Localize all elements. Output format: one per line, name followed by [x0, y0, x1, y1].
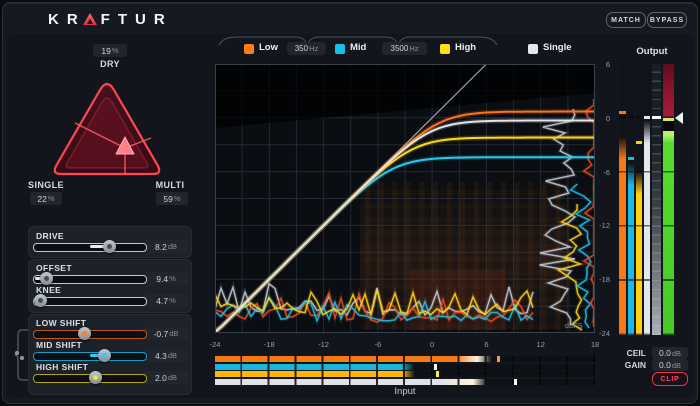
low-shift-label: LOW SHIFT: [36, 318, 87, 328]
bypass-button[interactable]: BYPASS: [647, 12, 687, 28]
input-meter-single: [215, 379, 595, 385]
high-band-swatch-icon[interactable]: [440, 44, 450, 54]
offset-slider-thumb[interactable]: [40, 272, 54, 285]
low-crossover-chip[interactable]: 350 Hz: [287, 42, 326, 55]
mid-shift-value: 4.3 dB: [144, 349, 188, 362]
offset-slider[interactable]: [33, 272, 147, 285]
legend-low[interactable]: Low: [259, 42, 278, 53]
mid-band-swatch-icon[interactable]: [335, 44, 345, 54]
legend-single[interactable]: Single: [543, 42, 572, 53]
low-shift-value: -0.7 dB: [144, 327, 188, 340]
multi-value-chip[interactable]: 59%: [156, 192, 188, 205]
output-band-mid: [628, 64, 634, 335]
low-shift-slider-thumb[interactable]: [77, 327, 91, 340]
x-tick: 12: [536, 340, 545, 349]
gain-value-chip[interactable]: 0.0 dB: [652, 359, 688, 371]
shift-link-bracket: [14, 329, 28, 381]
x-tick: 0: [430, 340, 435, 349]
output-band-high: [636, 64, 642, 335]
knee-slider-row: KNEE 4.7%: [28, 285, 190, 311]
mix-triangle-pad[interactable]: [41, 74, 173, 180]
high-shift-slider[interactable]: [33, 371, 147, 384]
knee-value: 4.7%: [144, 294, 188, 307]
knee-slider-thumb[interactable]: [34, 294, 48, 307]
y-tick: 6: [605, 60, 610, 69]
gain-label: GAIN: [624, 360, 646, 370]
knee-slider[interactable]: [33, 294, 147, 307]
single-label: SINGLE: [28, 180, 64, 190]
output-meter-label: Output: [636, 46, 668, 57]
brand-logo: KR FTUR: [48, 10, 173, 28]
ceiling-marker-icon[interactable]: [675, 112, 683, 124]
low-shift-slider-row: LOW SHIFT -0.7 dB: [28, 318, 190, 344]
mid-shift-label: MID SHIFT: [36, 340, 83, 350]
drive-slider-row: DRIVE 8.2 dB: [28, 231, 190, 257]
mid-crossover-chip[interactable]: 3500 Hz: [382, 42, 427, 55]
low-shift-slider[interactable]: [33, 327, 147, 340]
output-band-single: [644, 64, 650, 335]
y-tick: 0: [605, 113, 610, 123]
svg-text:dBFS: dBFS: [565, 323, 583, 330]
brand-pre: KR: [48, 10, 86, 28]
drive-label: DRIVE: [36, 231, 64, 241]
transfer-curve-plot[interactable]: dBFS: [213, 63, 596, 334]
input-axis-label: Input: [394, 386, 416, 397]
multi-label: MULTI: [155, 180, 185, 190]
low-band-swatch-icon[interactable]: [244, 44, 254, 54]
legend-high[interactable]: High: [455, 42, 477, 53]
single-value-chip[interactable]: 22%: [30, 192, 62, 205]
drive-slider[interactable]: [33, 240, 147, 253]
y-tick: -12: [599, 221, 610, 231]
mid-shift-slider-thumb[interactable]: [97, 349, 111, 362]
ceil-value-chip[interactable]: 0.0 dB: [652, 347, 688, 359]
input-meter-low: [215, 356, 595, 362]
x-tick: -6: [374, 340, 382, 349]
link-icon[interactable]: [14, 350, 25, 361]
high-shift-value: 2.0 dB: [144, 371, 188, 384]
loudness-ladder-meter: [652, 64, 661, 335]
brand-post: FTUR: [100, 10, 173, 28]
x-tick: -12: [318, 340, 329, 349]
offset-slider-row: OFFSET 9.4%: [28, 263, 190, 289]
high-shift-label: HIGH SHIFT: [36, 362, 89, 372]
offset-label: OFFSET: [36, 263, 72, 273]
y-tick: -6: [603, 167, 610, 177]
drive-slider-thumb[interactable]: [102, 240, 116, 253]
legend-mid[interactable]: Mid: [350, 42, 367, 53]
knee-label: KNEE: [36, 285, 62, 295]
match-button[interactable]: MATCH: [606, 12, 646, 28]
x-tick: 6: [484, 340, 489, 349]
clip-button[interactable]: CLIP: [652, 372, 688, 386]
high-shift-slider-thumb[interactable]: [88, 371, 102, 384]
mid-shift-slider-row: MID SHIFT 4.3 dB: [28, 340, 190, 366]
x-tick: 18: [590, 340, 600, 349]
pad-thumb-icon[interactable]: [115, 136, 135, 155]
output-band-low: [619, 64, 626, 335]
drive-value: 8.2 dB: [144, 240, 188, 253]
main-output-meter[interactable]: [663, 64, 674, 335]
x-tick: -24: [209, 340, 221, 349]
mid-shift-slider[interactable]: [33, 349, 147, 362]
high-shift-slider-row: HIGH SHIFT 2.0 dB: [28, 362, 190, 388]
triangle-logo-icon: [82, 12, 97, 25]
single-swatch-icon[interactable]: [528, 44, 538, 54]
input-meter-high: [215, 371, 595, 377]
ceil-label: CEIL: [626, 348, 646, 358]
offset-value: 9.4%: [144, 272, 188, 285]
crossover-brace: [218, 36, 498, 47]
dry-value-chip[interactable]: 19%: [93, 44, 127, 57]
y-tick: -18: [599, 275, 610, 285]
y-tick: -24: [599, 329, 610, 338]
dry-label: DRY: [100, 59, 120, 69]
input-meter-mid: [215, 364, 595, 370]
x-tick: -18: [263, 340, 275, 349]
